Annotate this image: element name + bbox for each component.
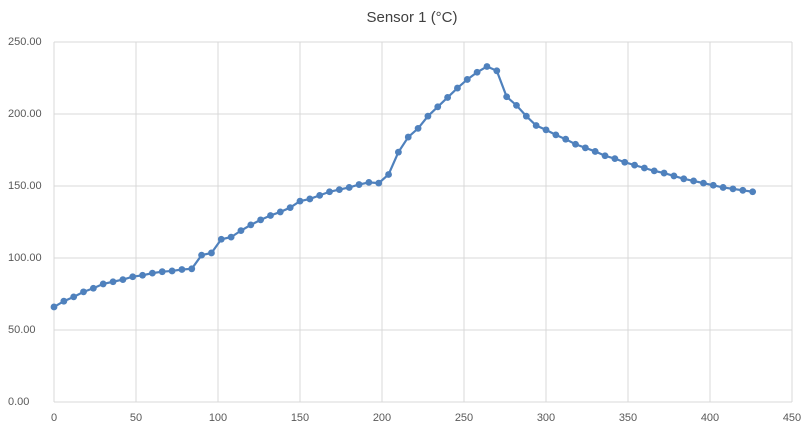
- marker: [247, 221, 255, 229]
- marker: [208, 249, 215, 257]
- marker: [581, 144, 589, 152]
- x-tick-label: 300: [537, 412, 555, 424]
- marker: [286, 204, 294, 212]
- marker: [227, 233, 235, 241]
- marker: [493, 67, 501, 75]
- marker: [513, 101, 520, 109]
- marker: [641, 164, 648, 172]
- x-tick-label: 350: [619, 412, 637, 424]
- marker: [188, 265, 196, 273]
- marker: [217, 235, 225, 243]
- marker: [444, 94, 451, 101]
- marker: [149, 269, 156, 277]
- marker: [611, 155, 619, 163]
- marker: [385, 171, 392, 178]
- y-tick-label: 100.00: [8, 252, 42, 264]
- marker: [483, 63, 491, 70]
- marker: [660, 169, 668, 177]
- y-tick-label: 250.00: [8, 36, 42, 48]
- marker: [532, 122, 540, 129]
- marker: [562, 135, 570, 143]
- marker: [690, 177, 697, 185]
- marker: [601, 152, 609, 160]
- marker: [168, 267, 176, 275]
- x-tick-label: 0: [51, 412, 57, 424]
- marker: [99, 280, 107, 288]
- marker: [109, 278, 117, 286]
- x-tick-label: 250: [455, 412, 473, 424]
- marker: [267, 212, 274, 219]
- marker: [276, 208, 284, 216]
- marker: [178, 266, 186, 273]
- marker: [257, 216, 265, 224]
- marker: [335, 186, 343, 194]
- marker: [709, 181, 717, 189]
- marker: [80, 288, 87, 296]
- marker: [680, 175, 688, 183]
- x-tick-label: 400: [701, 412, 719, 424]
- x-tick-label: 150: [291, 412, 309, 424]
- marker: [503, 93, 511, 101]
- marker: [631, 161, 638, 169]
- marker: [316, 191, 324, 199]
- marker: [434, 103, 442, 111]
- marker: [129, 273, 137, 281]
- y-tick-label: 200.00: [8, 108, 42, 120]
- marker: [621, 158, 629, 166]
- marker: [670, 172, 678, 180]
- marker: [119, 276, 127, 283]
- marker: [198, 251, 206, 259]
- marker: [296, 197, 304, 205]
- marker: [139, 271, 146, 279]
- marker: [365, 179, 373, 186]
- marker: [158, 268, 166, 276]
- marker: [60, 297, 68, 305]
- marker: [650, 167, 658, 175]
- marker: [729, 185, 737, 193]
- marker: [522, 112, 530, 120]
- marker: [719, 184, 727, 191]
- marker: [700, 179, 707, 187]
- x-tick-label: 200: [373, 412, 391, 424]
- marker: [542, 126, 550, 134]
- marker: [237, 227, 245, 235]
- chart-title: Sensor 1 (°C): [366, 9, 457, 26]
- y-tick-label: 150.00: [8, 180, 42, 192]
- marker: [414, 124, 422, 132]
- marker: [473, 68, 481, 76]
- marker: [463, 76, 471, 83]
- marker: [454, 84, 461, 92]
- marker: [375, 179, 383, 187]
- marker: [355, 181, 363, 188]
- marker: [70, 293, 78, 301]
- marker: [591, 148, 599, 155]
- marker: [424, 112, 432, 120]
- marker: [404, 133, 412, 141]
- marker: [306, 195, 314, 203]
- marker: [50, 303, 58, 311]
- marker: [395, 148, 402, 156]
- x-tick-label: 100: [209, 412, 227, 424]
- marker: [749, 188, 757, 196]
- x-tick-label: 450: [783, 412, 801, 424]
- marker: [552, 131, 560, 139]
- marker: [89, 284, 97, 292]
- marker: [345, 184, 353, 191]
- y-tick-label: 0.00: [8, 396, 29, 408]
- marker: [326, 188, 333, 196]
- marker: [739, 186, 747, 194]
- marker: [572, 140, 579, 148]
- x-tick-label: 50: [130, 412, 142, 424]
- y-tick-label: 50.00: [8, 324, 36, 336]
